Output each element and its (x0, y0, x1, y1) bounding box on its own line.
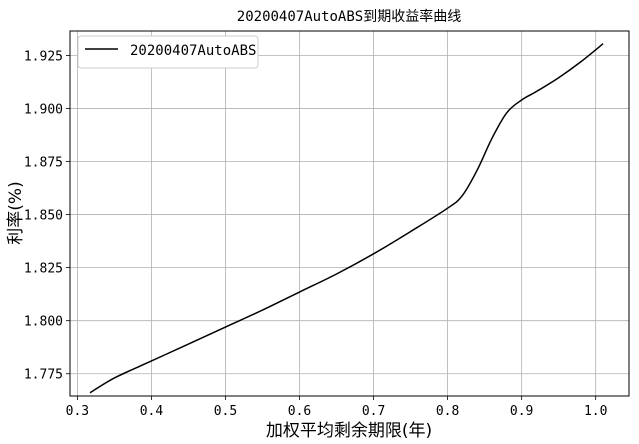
x-tick-label: 0.8 (436, 404, 459, 419)
y-tick-label: 1.850 (24, 209, 63, 224)
y-tick-label: 1.900 (24, 102, 63, 117)
y-tick-label: 1.775 (24, 368, 63, 383)
x-tick-label: 0.9 (510, 404, 533, 419)
y-tick-label: 1.800 (24, 315, 63, 330)
series-line (89, 43, 604, 394)
legend: 20200407AutoABS (77, 35, 259, 69)
y-tick-label: 1.875 (24, 156, 63, 171)
series-group (89, 43, 604, 394)
chart-title: 20200407AutoABS到期收益率曲线 (237, 8, 461, 25)
x-tick-label: 0.6 (288, 404, 311, 419)
y-tick-label: 1.825 (24, 262, 63, 277)
axis-ticks: 0.3 0.4 0.5 0.6 0.7 0.8 0.9 1.0 1.775 1.800 1.825 1… (24, 49, 608, 419)
x-tick-label: 0.7 (362, 404, 385, 419)
x-tick-label: 0.3 (66, 404, 89, 419)
x-tick-label: 1.0 (584, 404, 607, 419)
x-tick-label: 0.4 (140, 404, 164, 419)
legend-label: 20200407AutoABS (130, 43, 256, 59)
y-tick-label: 1.925 (24, 49, 63, 64)
x-axis-label: 加权平均剩余期限(年) (266, 421, 432, 441)
y-axis-label: 利率(%) (6, 181, 26, 244)
x-tick-label: 0.5 (214, 404, 237, 419)
plot-frame (69, 30, 630, 397)
legend-box (77, 35, 259, 69)
